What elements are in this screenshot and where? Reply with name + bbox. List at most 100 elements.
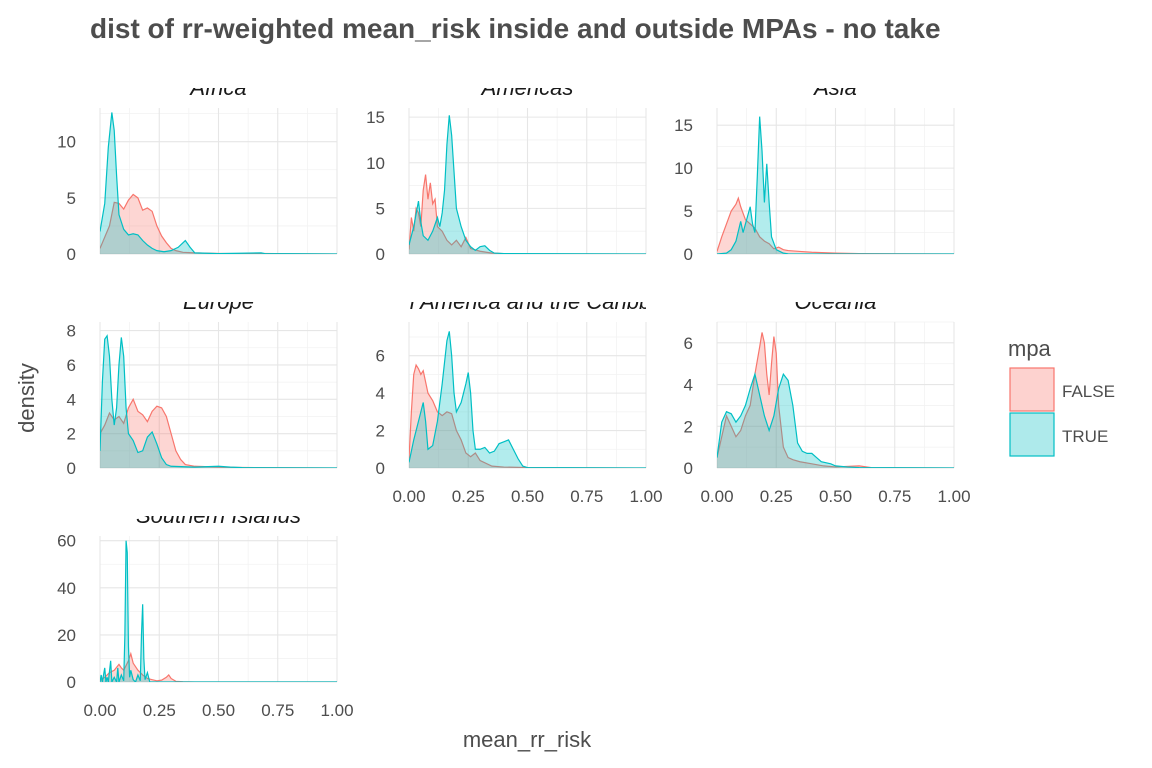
y-tick-label: 60 <box>57 532 76 551</box>
y-tick-label: 4 <box>684 376 693 395</box>
density-line-true <box>717 116 954 254</box>
y-tick-label: 2 <box>376 422 385 441</box>
x-axis-title: mean_rr_risk <box>463 727 592 752</box>
x-tick-label: 0.75 <box>878 487 911 506</box>
density-line-true <box>717 371 954 468</box>
y-tick-label: 4 <box>67 390 76 409</box>
density-areas <box>409 115 646 254</box>
y-tick-label: 0 <box>67 459 76 478</box>
y-tick-label: 6 <box>67 356 76 375</box>
density-areas <box>100 334 337 468</box>
y-tick-label: 40 <box>57 579 76 598</box>
density-line-true <box>100 334 337 468</box>
x-tick-label: 0.50 <box>202 701 235 720</box>
density-area-true <box>717 374 954 468</box>
density-areas <box>409 331 646 468</box>
x-tick-label: 0.00 <box>83 701 116 720</box>
facet-label: Americas <box>480 75 574 100</box>
y-tick-label: 8 <box>67 322 76 341</box>
facet-label: Africa <box>188 75 246 100</box>
y-tick-label: 0 <box>67 673 76 692</box>
facet-label: Asia <box>812 75 857 100</box>
x-tick-label: 0.75 <box>570 487 603 506</box>
density-areas <box>717 116 954 254</box>
panel-africa: Africa 0 5 10 <box>57 75 338 264</box>
y-tick-label: 0 <box>67 245 76 264</box>
x-tick-label: 0.00 <box>700 487 733 506</box>
x-tick-label: 0.50 <box>819 487 852 506</box>
legend-item-true: TRUE <box>1009 412 1108 457</box>
legend-label: FALSE <box>1062 382 1115 401</box>
y-tick-label: 6 <box>376 347 385 366</box>
density-line-false <box>717 196 954 254</box>
chart-title: dist of rr-weighted mean_risk inside and… <box>90 13 941 44</box>
panel-oceania: Oceania 0 2 4 6 0.00 0.25 0.50 0.75 1.00 <box>684 289 971 506</box>
y-tick-label: 15 <box>366 108 385 127</box>
panel-americas: Americas 0 5 10 15 <box>366 75 647 264</box>
density-line-false <box>409 174 646 254</box>
density-area-true <box>100 335 337 468</box>
x-tick-label: 0.25 <box>143 701 176 720</box>
facet-label: Europe <box>183 289 254 314</box>
density-area-true <box>409 331 646 468</box>
y-tick-label: 10 <box>674 159 693 178</box>
density-line-true <box>100 112 337 254</box>
density-area-false <box>409 365 646 468</box>
density-line-true <box>409 331 646 468</box>
density-line-false <box>100 651 337 682</box>
x-tick-label: 0.50 <box>511 487 544 506</box>
facet-label: Oceania <box>795 289 877 314</box>
legend-key-false <box>1009 367 1055 412</box>
y-tick-label: 5 <box>376 199 385 218</box>
y-tick-label: 10 <box>366 154 385 173</box>
density-line-false <box>409 363 646 468</box>
y-tick-label: 2 <box>684 417 693 436</box>
panel-asia: Asia 0 5 10 15 <box>674 75 955 264</box>
density-area-false <box>717 198 954 254</box>
legend-title: mpa <box>1008 336 1052 361</box>
x-tick-label: 1.00 <box>320 701 353 720</box>
y-tick-label: 4 <box>376 384 385 403</box>
y-tick-label: 5 <box>684 202 693 221</box>
y-tick-label: 0 <box>684 459 693 478</box>
legend-label: TRUE <box>1062 427 1108 446</box>
y-tick-label: 10 <box>57 133 76 152</box>
density-area-false <box>409 174 646 254</box>
y-tick-label: 2 <box>67 425 76 444</box>
facet-label: Southern Islands <box>136 503 301 528</box>
y-tick-label: 15 <box>674 116 693 135</box>
x-tick-label: 0.00 <box>392 487 425 506</box>
density-areas <box>100 540 337 682</box>
density-area-true <box>409 115 646 254</box>
y-tick-label: 0 <box>684 245 693 264</box>
density-line-false <box>100 397 337 468</box>
legend-key-true <box>1009 412 1055 457</box>
y-tick-label: 20 <box>57 626 76 645</box>
density-line-true <box>100 540 337 682</box>
legend-item-false: FALSE <box>1009 367 1115 412</box>
density-line-false <box>717 332 954 468</box>
x-tick-label: 1.00 <box>629 487 662 506</box>
y-axis-title: density <box>14 363 39 433</box>
density-area-true <box>717 116 954 254</box>
x-tick-label: 0.25 <box>452 487 485 506</box>
density-areas <box>100 112 337 254</box>
legend: mpa FALSE TRUE <box>1008 336 1115 457</box>
y-tick-label: 6 <box>684 334 693 353</box>
facet-panels: Africa 0 5 10 Americas 0 5 10 15 Asia 0 5 10 15 Europe… <box>57 75 971 720</box>
density-line-true <box>409 115 646 254</box>
facet-label: Latin America and the Caribbean <box>367 289 688 314</box>
y-tick-label: 0 <box>376 245 385 264</box>
panel-latin-america-and-the-caribbean: Latin America and the Caribbean 0 2 4 6 0.00 0… <box>367 289 688 506</box>
density-areas <box>717 332 954 468</box>
x-tick-label: 0.75 <box>261 701 294 720</box>
density-area-true <box>100 112 337 254</box>
x-tick-label: 0.25 <box>760 487 793 506</box>
y-tick-label: 0 <box>376 459 385 478</box>
panel-europe: Europe 0 2 4 6 8 <box>67 289 338 478</box>
panel-southern-islands: Southern Islands 0 20 40 60 0.00 0.25 0.50 0.75 1… <box>57 503 353 720</box>
density-area-false <box>100 194 337 254</box>
x-tick-label: 1.00 <box>937 487 970 506</box>
y-tick-label: 5 <box>67 189 76 208</box>
